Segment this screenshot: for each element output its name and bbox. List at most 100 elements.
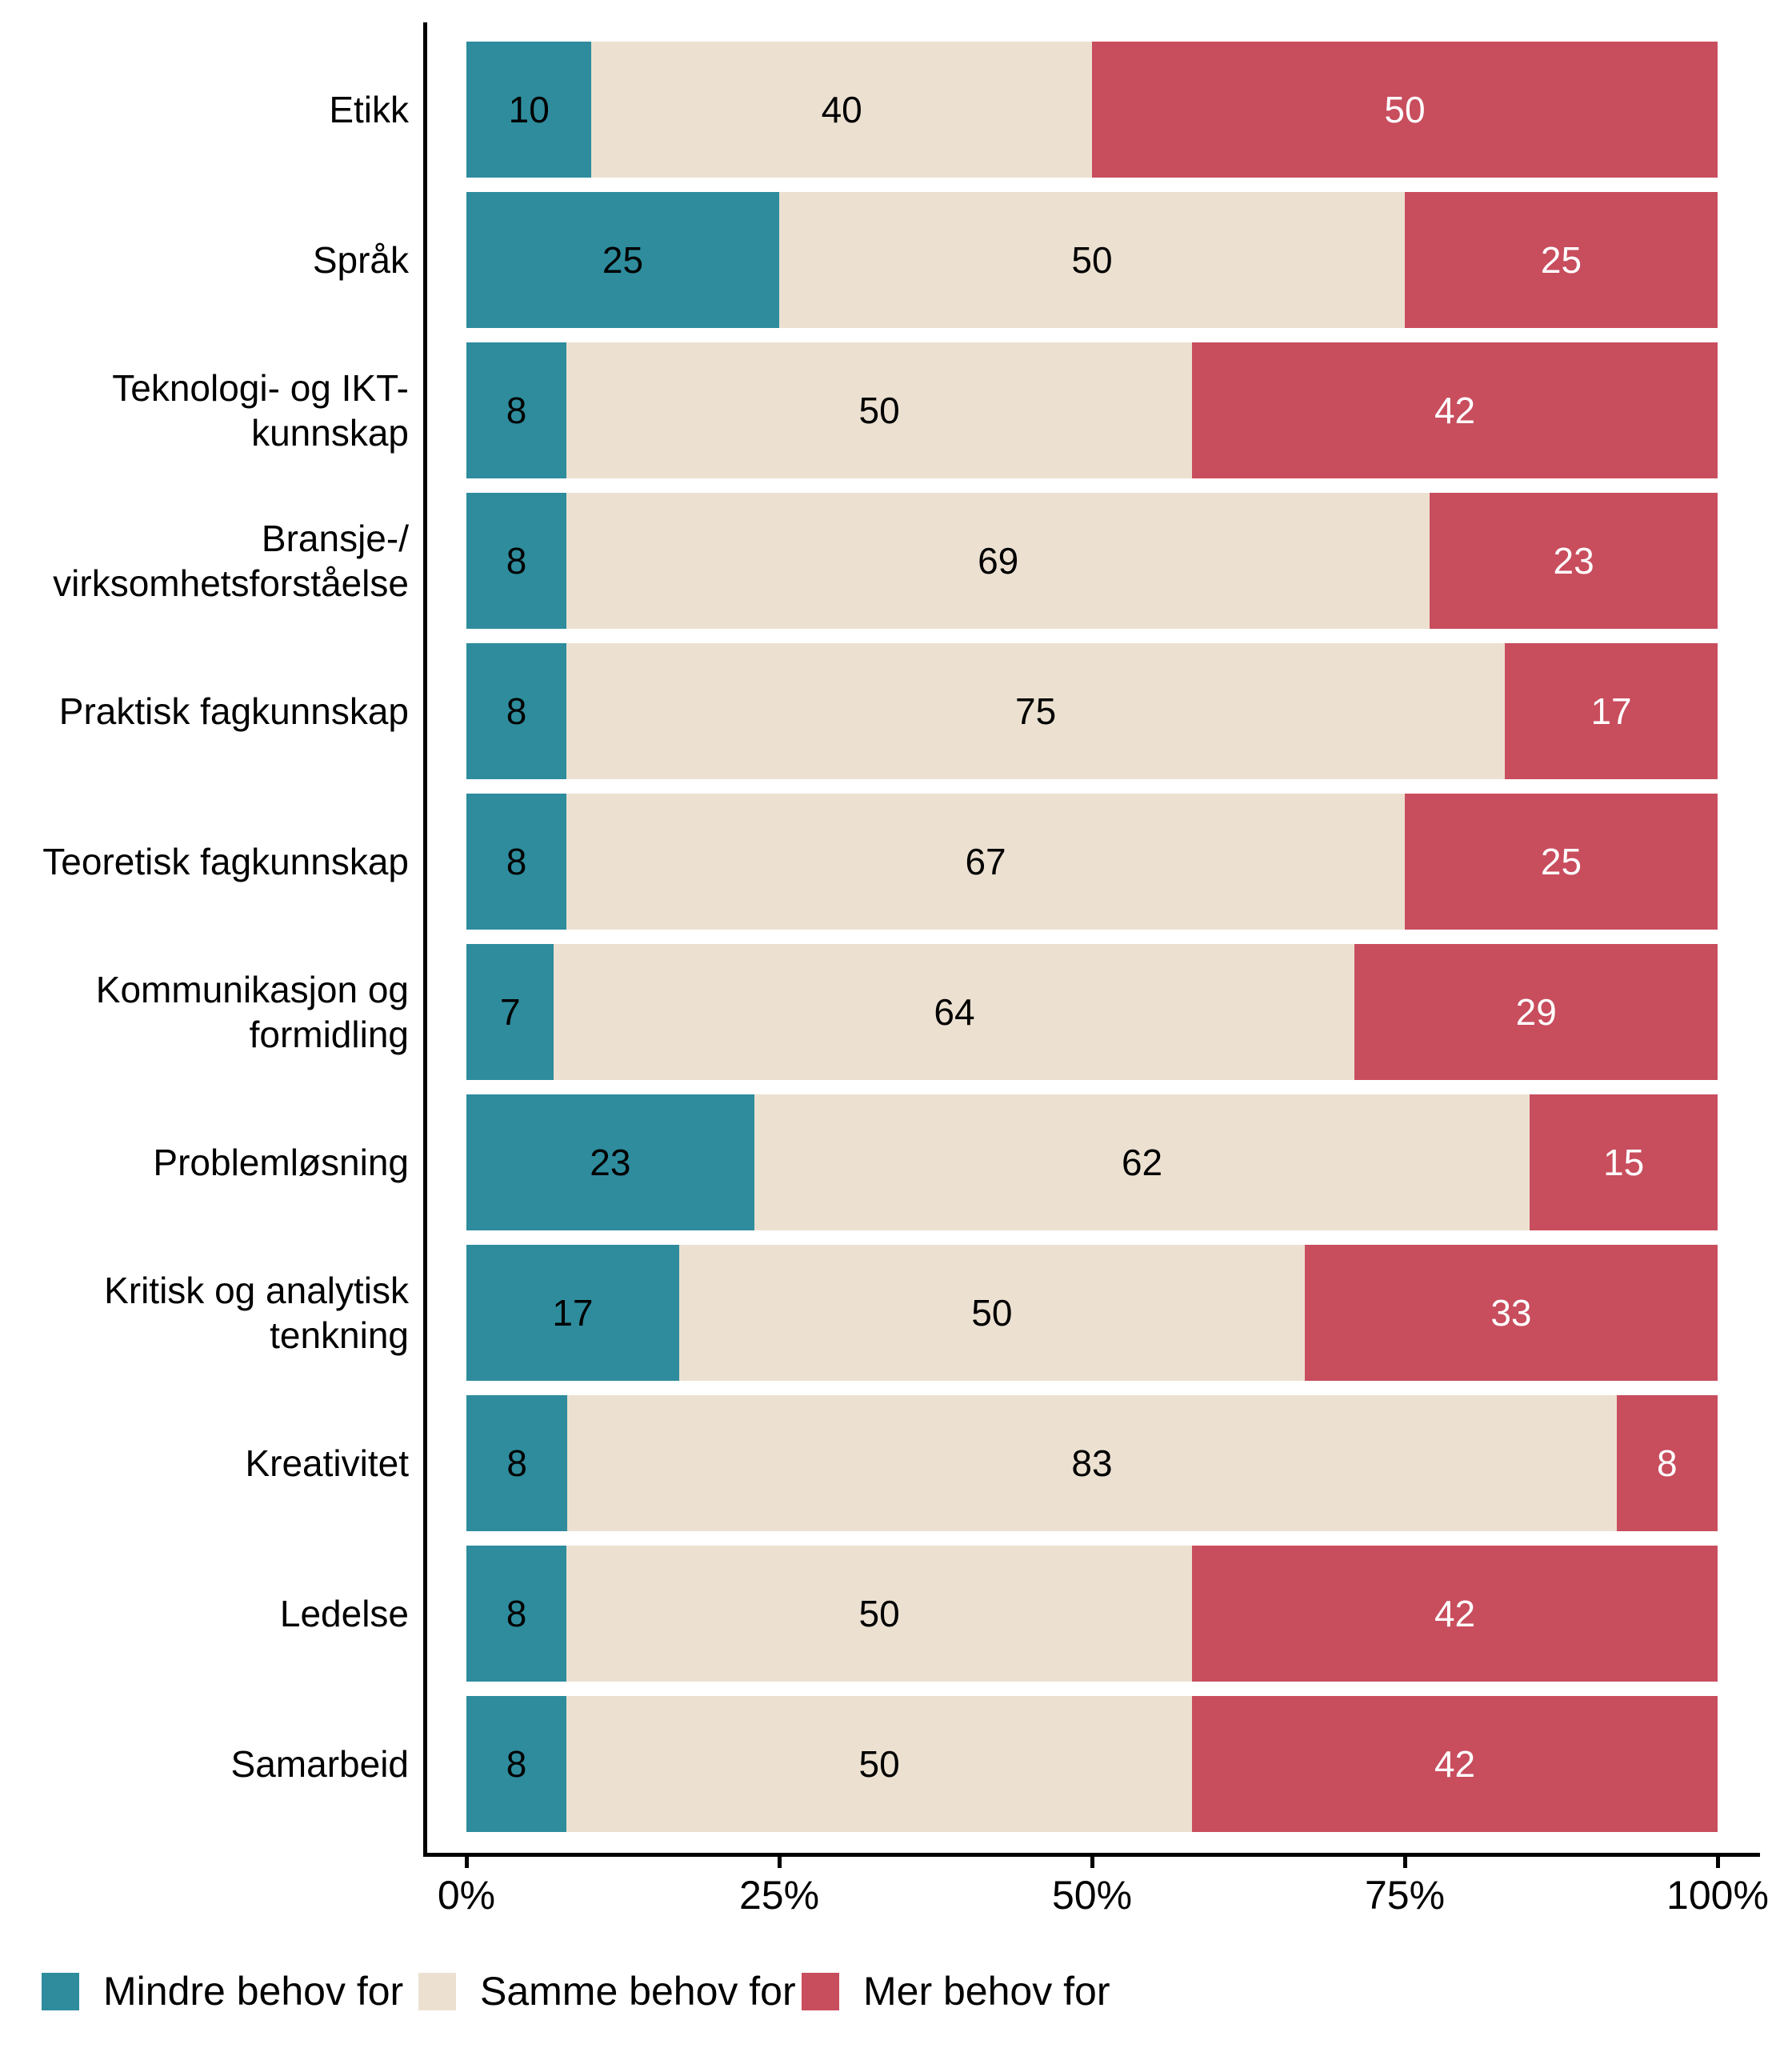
stacked-bar: 23 62 15: [466, 1094, 1718, 1230]
category-label-line: Kritisk og analytisk: [104, 1270, 409, 1311]
segment-value-label: 8: [1656, 1442, 1678, 1484]
category-label: Teknologi- og IKT-kunnskap: [0, 342, 409, 478]
segment-value-label: 42: [1434, 1743, 1476, 1785]
segment-value-label: 50: [1071, 239, 1113, 281]
legend-swatch: [42, 1972, 79, 2010]
category-label-line: Problemløsning: [153, 1142, 409, 1183]
segment-value-label: 42: [1434, 390, 1476, 431]
stacked-bar: 7 64 29: [466, 944, 1718, 1080]
bar-segment-mer-behov-for: 8: [1616, 1395, 1718, 1531]
segment-value-label: 25: [1540, 841, 1582, 882]
stacked-bar: 17 50 33: [466, 1245, 1718, 1381]
x-tick-label: 25%: [738, 1873, 820, 1918]
segment-value-label: 25: [1540, 239, 1582, 281]
chart-row: Kommunikasjon og formidling 7 64 29: [0, 944, 1792, 1080]
stacked-bar: 10 40 50: [466, 42, 1718, 178]
segment-value-label: 8: [506, 841, 527, 882]
segment-value-label: 67: [965, 841, 1006, 882]
bar-segment-mer-behov-for: 42: [1192, 1696, 1718, 1832]
bar-segment-samme-behov-for: 75: [566, 643, 1506, 779]
bar-segment-mindre-behov-for: 8: [466, 794, 567, 930]
segment-value-label: 29: [1515, 991, 1557, 1033]
segment-value-label: 64: [934, 991, 975, 1033]
bar-segment-mindre-behov-for: 8: [466, 1546, 567, 1682]
category-label: Bransje-/virksomhetsforståelse: [0, 493, 409, 629]
bar-segment-mer-behov-for: 33: [1304, 1245, 1718, 1381]
category-label-line: kunnskap: [251, 412, 409, 454]
category-label: Praktisk fagkunnskap: [0, 643, 409, 779]
segment-value-label: 8: [506, 1593, 527, 1634]
stacked-bar: 8 75 17: [466, 643, 1718, 779]
bar-segment-mindre-behov-for: 17: [466, 1245, 679, 1381]
bar-segment-mindre-behov-for: 23: [466, 1094, 754, 1230]
segment-value-label: 8: [506, 540, 527, 582]
segment-value-label: 25: [602, 239, 644, 281]
x-tick-label: 75%: [1364, 1873, 1446, 1918]
bar-segment-samme-behov-for: 40: [591, 42, 1092, 178]
stacked-bar: 8 50 42: [466, 1546, 1718, 1682]
bar-segment-mindre-behov-for: 8: [466, 1395, 568, 1531]
segment-value-label: 62: [1121, 1142, 1163, 1183]
chart-row: Språk 25 50 25: [0, 192, 1792, 328]
category-label: Kreativitet: [0, 1395, 409, 1531]
x-tick: [778, 1853, 782, 1868]
segment-value-label: 10: [508, 89, 550, 130]
segment-value-label: 8: [506, 1442, 527, 1484]
bar-segment-mer-behov-for: 25: [1405, 192, 1718, 328]
bar-segment-mer-behov-for: 17: [1505, 643, 1718, 779]
segment-value-label: 50: [1384, 89, 1426, 130]
legend-label: Mindre behov for: [103, 1969, 404, 2014]
bar-segment-samme-behov-for: 50: [566, 342, 1193, 478]
x-tick: [465, 1853, 469, 1868]
segment-value-label: 40: [821, 89, 862, 130]
segment-value-label: 50: [858, 390, 900, 431]
bar-segment-mindre-behov-for: 7: [466, 944, 554, 1080]
bar-segment-mer-behov-for: 15: [1530, 1094, 1718, 1230]
category-label-line: Ledelse: [279, 1593, 409, 1634]
chart-row: Problemløsning 23 62 15: [0, 1094, 1792, 1230]
segment-value-label: 50: [858, 1593, 900, 1634]
stacked-bar: 8 83 8: [466, 1395, 1718, 1531]
bar-segment-samme-behov-for: 64: [554, 944, 1355, 1080]
bar-segment-mer-behov-for: 42: [1192, 1546, 1718, 1682]
x-tick-label: 50%: [1051, 1873, 1133, 1918]
segment-value-label: 7: [499, 991, 521, 1033]
segment-value-label: 33: [1490, 1292, 1532, 1334]
segment-value-label: 15: [1603, 1142, 1645, 1183]
stacked-bar: 8 69 23: [466, 493, 1718, 629]
segment-value-label: 23: [1553, 540, 1594, 582]
chart-row: Bransje-/virksomhetsforståelse 8 69 23: [0, 493, 1792, 629]
category-label: Ledelse: [0, 1546, 409, 1682]
segment-value-label: 42: [1434, 1593, 1476, 1634]
x-tick: [1716, 1853, 1720, 1868]
category-label-line: Samarbeid: [230, 1743, 409, 1785]
bar-segment-mindre-behov-for: 8: [466, 643, 567, 779]
category-label-line: Teknologi- og IKT-: [112, 367, 409, 409]
category-label-line: Kreativitet: [245, 1442, 409, 1484]
category-label-line: Etikk: [329, 89, 409, 130]
stacked-bar: 8 67 25: [466, 794, 1718, 930]
bar-segment-mer-behov-for: 23: [1430, 493, 1718, 629]
bar-segment-samme-behov-for: 69: [566, 493, 1430, 629]
bar-segment-mindre-behov-for: 8: [466, 493, 567, 629]
category-label-line: Bransje-/: [261, 518, 409, 559]
x-tick: [1090, 1853, 1094, 1868]
category-label-line: Kommunikasjon og: [95, 969, 409, 1010]
legend-item-samme-behov-for: Samme behov for: [418, 1968, 796, 2014]
x-tick-label: 100%: [1666, 1873, 1769, 1918]
bar-segment-mindre-behov-for: 8: [466, 342, 567, 478]
bar-segment-samme-behov-for: 50: [678, 1245, 1305, 1381]
x-tick-label: 0%: [437, 1873, 496, 1918]
category-label: Problemløsning: [0, 1094, 409, 1230]
segment-value-label: 75: [1015, 690, 1057, 732]
legend: Mindre behov for Samme behov for Mer behov…: [0, 1968, 1792, 2014]
segment-value-label: 8: [506, 390, 527, 431]
category-label: Kritisk og analytisk tenkning: [0, 1245, 409, 1381]
chart-row: Teknologi- og IKT-kunnskap 8 50 42: [0, 342, 1792, 478]
bar-segment-samme-behov-for: 83: [567, 1395, 1617, 1531]
legend-label: Samme behov for: [480, 1969, 796, 2014]
category-label-line: tenkning: [270, 1314, 409, 1356]
segment-value-label: 23: [590, 1142, 631, 1183]
category-label: Språk: [0, 192, 409, 328]
category-label-line: virksomhetsforståelse: [53, 562, 409, 604]
